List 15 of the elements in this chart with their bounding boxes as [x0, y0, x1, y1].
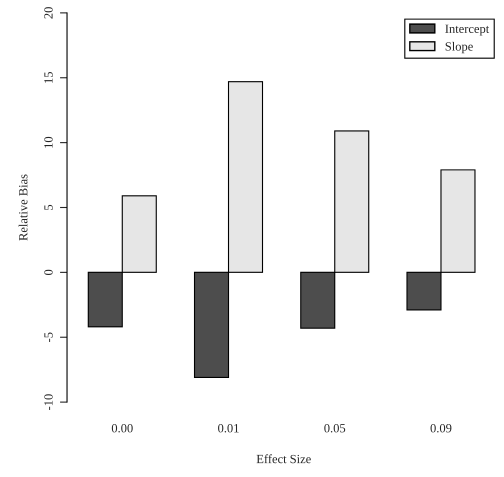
y-tick-label: -5	[44, 332, 53, 342]
y-tick-label: 0	[44, 270, 53, 276]
y-tick-label: 20	[44, 7, 53, 19]
legend-label: Intercept	[445, 24, 490, 36]
x-axis-title: Effect Size	[256, 454, 311, 464]
y-tick-label: -10	[44, 394, 53, 410]
y-tick-label: 15	[44, 72, 53, 83]
x-tick-label: 0.01	[218, 424, 239, 432]
y-axis-title: Relative Bias	[18, 174, 28, 241]
y-tick-label: 10	[44, 136, 53, 148]
x-tick-label: 0.05	[324, 424, 346, 432]
x-tick-label: 0.09	[430, 424, 452, 432]
legend-label: Slope	[446, 42, 473, 54]
x-tick-label: 0.00	[112, 424, 133, 432]
y-tick-label: 5	[44, 204, 53, 210]
